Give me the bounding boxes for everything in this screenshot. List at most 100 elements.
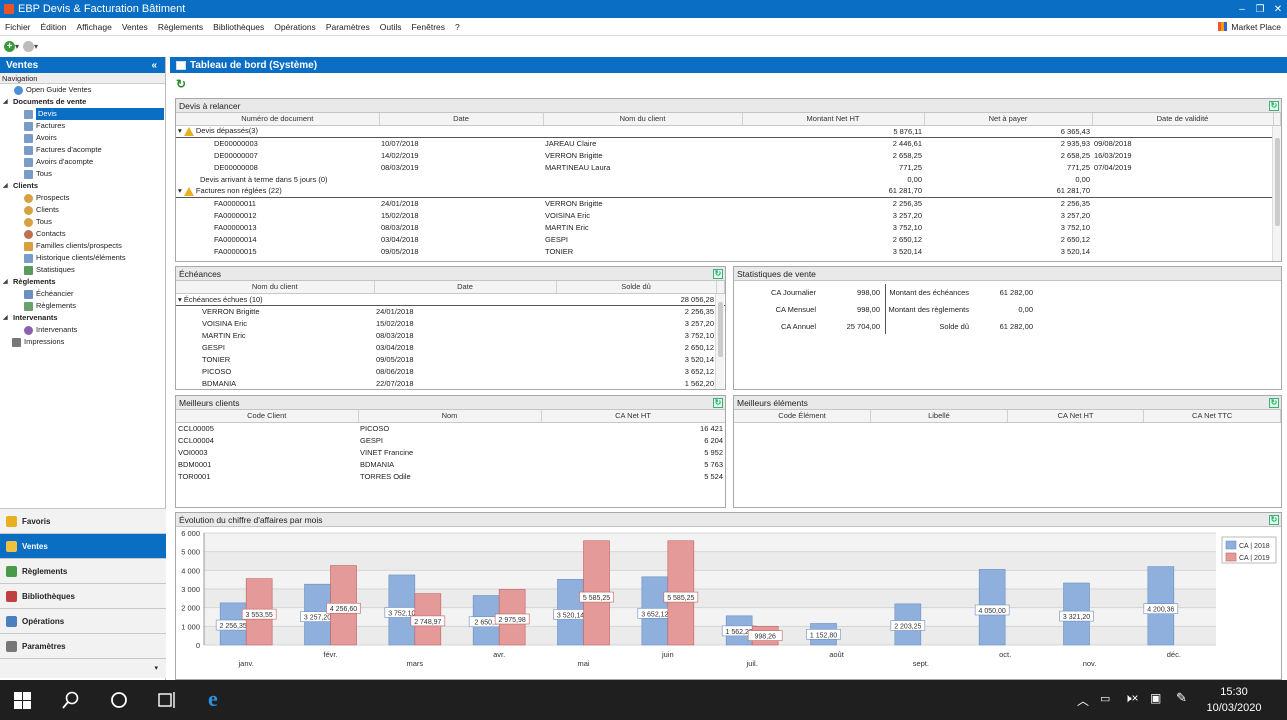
collapse-icon[interactable]: ▾ bbox=[178, 294, 184, 304]
module-overflow-icon[interactable]: ▾ bbox=[0, 658, 166, 678]
task-view-icon[interactable] bbox=[158, 691, 176, 709]
sidebar-group-clients[interactable]: ◢ Clients bbox=[0, 180, 165, 192]
sidebar-item-impressions[interactable]: Impressions bbox=[0, 336, 165, 348]
module-operations[interactable]: Opérations bbox=[0, 608, 166, 633]
menu-operations[interactable]: Opérations bbox=[274, 21, 316, 32]
menu-reglements[interactable]: Règlements bbox=[157, 21, 204, 32]
cortana-icon[interactable] bbox=[110, 691, 128, 709]
search-icon[interactable] bbox=[62, 691, 80, 709]
group-row[interactable]: ▾ Factures non réglées (22) 61 281,70 61 2… bbox=[176, 185, 1281, 198]
table-row[interactable]: TONIER 09/05/2018 3 520,14 bbox=[176, 353, 725, 365]
table-row[interactable]: CCL00005 PICOSO 16 421 bbox=[176, 422, 725, 434]
sidebar-item-factures-acompte[interactable]: Factures d'acompte bbox=[0, 144, 165, 156]
module-parametres[interactable]: Paramètres bbox=[0, 633, 166, 658]
menu-help[interactable]: ? bbox=[455, 21, 460, 32]
column-header[interactable]: Nom bbox=[358, 410, 542, 423]
column-header[interactable]: CA Net HT bbox=[541, 410, 725, 423]
restore-icon[interactable]: ❐ bbox=[1255, 3, 1265, 15]
sidebar-group-documents[interactable]: ◢ Documents de vente bbox=[0, 96, 165, 108]
refresh-icon[interactable]: ↻ bbox=[1269, 398, 1279, 408]
menu-outils[interactable]: Outils bbox=[379, 21, 402, 32]
sidebar-item-clients[interactable]: Clients bbox=[0, 204, 165, 216]
sidebar-item-avoirs[interactable]: Avoirs bbox=[0, 132, 165, 144]
table-row[interactable]: FA00000015 09/05/2018 TONIER 3 520,14 3 520,… bbox=[176, 245, 1281, 257]
table-row[interactable]: BDM0001 BDMANIA 5 763 bbox=[176, 458, 725, 470]
column-header[interactable]: Net à payer bbox=[924, 113, 1093, 126]
collapse-sidebar-icon[interactable]: « bbox=[151, 59, 157, 71]
battery-icon[interactable]: ▭ bbox=[1100, 693, 1111, 705]
sidebar-item-historique[interactable]: Historique clients/éléments bbox=[0, 252, 165, 264]
speaker-muted-icon[interactable]: 🕨× bbox=[1124, 691, 1139, 705]
menu-affichage[interactable]: Affichage bbox=[76, 21, 112, 32]
scrollbar-thumb[interactable] bbox=[1275, 138, 1280, 226]
table-row[interactable]: VERRON Brigitte 24/01/2018 2 256,35 bbox=[176, 305, 725, 317]
table-row[interactable]: BDMANIA 22/07/2018 1 562,20 bbox=[176, 377, 725, 389]
table-row[interactable]: TOR0001 TORRES Odile 5 524 bbox=[176, 470, 725, 482]
sidebar-item-echeancier[interactable]: Échéancier bbox=[0, 288, 165, 300]
edge-icon[interactable]: e bbox=[208, 686, 218, 711]
sidebar-group-reglements[interactable]: ◢ Règlements bbox=[0, 276, 165, 288]
column-header[interactable]: Code Client bbox=[176, 410, 359, 423]
sidebar-item-intervenants[interactable]: Intervenants bbox=[0, 324, 165, 336]
sidebar-item-prospects[interactable]: Prospects bbox=[0, 192, 165, 204]
module-favoris[interactable]: Favoris bbox=[0, 508, 166, 533]
sidebar-item-clients-tous[interactable]: Tous bbox=[0, 216, 165, 228]
close-icon[interactable]: ✕ bbox=[1273, 3, 1283, 15]
menu-edition[interactable]: Édition bbox=[40, 21, 67, 32]
sidebar-item-documents-tous[interactable]: Tous bbox=[0, 168, 165, 180]
table-row[interactable]: DE00000003 10/07/2018 JAREAU Claire 2 446,6… bbox=[176, 137, 1281, 149]
table-row[interactable]: VOISINA Eric 15/02/2018 3 257,20 bbox=[176, 317, 725, 329]
module-reglements[interactable]: Règlements bbox=[0, 558, 166, 583]
new-button[interactable]: + ▾ bbox=[4, 40, 19, 52]
vertical-scrollbar[interactable] bbox=[715, 294, 724, 389]
sidebar-item-open-guide[interactable]: Open Guide Ventes bbox=[0, 84, 165, 96]
clock[interactable]: 15:30 10/03/2020 bbox=[1200, 684, 1268, 716]
menu-fichier[interactable]: Fichier bbox=[5, 21, 31, 32]
menu-fenetres[interactable]: Fenêtres bbox=[411, 21, 446, 32]
module-bibliotheques[interactable]: Bibliothèques bbox=[0, 583, 166, 608]
table-row[interactable]: CCL00004 GESPI 6 204 bbox=[176, 434, 725, 446]
collapse-icon[interactable]: ▾ bbox=[178, 185, 184, 195]
sidebar-item-factures[interactable]: Factures bbox=[0, 120, 165, 132]
column-header[interactable]: Solde dû bbox=[556, 281, 717, 294]
sidebar-item-familles[interactable]: Familles clients/prospects bbox=[0, 240, 165, 252]
module-ventes[interactable]: Ventes bbox=[0, 533, 166, 558]
column-header[interactable]: CA Net HT bbox=[1007, 410, 1145, 423]
sidebar-item-contacts[interactable]: Contacts bbox=[0, 228, 165, 240]
sidebar-item-avoirs-acompte[interactable]: Avoirs d'acompte bbox=[0, 156, 165, 168]
table-row[interactable]: FA00000011 24/01/2018 VERRON Brigitte 2 256… bbox=[176, 197, 1281, 209]
refresh-button[interactable]: ▾ bbox=[23, 40, 38, 52]
chevron-up-icon[interactable]: ︿ bbox=[1077, 694, 1090, 708]
windows-start-icon[interactable] bbox=[14, 692, 31, 709]
column-header[interactable]: CA Net TTC bbox=[1143, 410, 1281, 423]
marketplace-button[interactable]: Market Place bbox=[1218, 22, 1287, 32]
column-header[interactable]: Date de validité bbox=[1092, 113, 1274, 126]
pen-icon[interactable]: ✎ bbox=[1176, 690, 1187, 705]
column-header[interactable]: Numéro de document bbox=[176, 113, 380, 126]
table-row[interactable]: GESPI 03/04/2018 2 650,12 bbox=[176, 341, 725, 353]
column-header[interactable]: Date bbox=[379, 113, 544, 126]
menu-bibliotheques[interactable]: Bibliothèques bbox=[213, 21, 265, 32]
table-row[interactable]: FA00000014 03/04/2018 GESPI 2 650,12 2 650,1… bbox=[176, 233, 1281, 245]
group-row[interactable]: ▾ Échéances échues (10) 28 056,28 bbox=[176, 293, 725, 306]
vertical-scrollbar[interactable] bbox=[1272, 126, 1281, 261]
column-header[interactable]: Nom du client bbox=[176, 281, 375, 294]
table-row[interactable]: VOI0003 VINET Francine 5 952 bbox=[176, 446, 725, 458]
column-header[interactable]: Libellé bbox=[870, 410, 1008, 423]
sidebar-group-intervenants[interactable]: ◢ Intervenants bbox=[0, 312, 165, 324]
network-icon[interactable]: ▣ bbox=[1150, 691, 1162, 705]
refresh-icon[interactable]: ↻ bbox=[713, 269, 723, 279]
menu-parametres[interactable]: Paramètres bbox=[325, 21, 370, 32]
table-row[interactable]: DE00000007 14/02/2019 VERRON Brigitte 2 658… bbox=[176, 149, 1281, 161]
table-row[interactable]: DE00000008 08/03/2019 MARTINEAU Laura 771,2… bbox=[176, 161, 1281, 173]
scrollbar-thumb[interactable] bbox=[718, 302, 723, 357]
table-row[interactable]: MARTIN Eric 08/03/2018 3 752,10 bbox=[176, 329, 725, 341]
group-row[interactable]: Devis arrivant à terme dans 5 jours (0) 0… bbox=[176, 173, 1281, 185]
sidebar-item-devis[interactable]: Devis bbox=[0, 108, 165, 120]
collapse-icon[interactable]: ▾ bbox=[178, 126, 184, 136]
refresh-icon[interactable]: ↻ bbox=[713, 398, 723, 408]
refresh-icon[interactable]: ↻ bbox=[1269, 101, 1279, 111]
table-row[interactable]: FA00000013 08/03/2018 MARTIN Eric 3 752,10 3… bbox=[176, 221, 1281, 233]
column-header[interactable]: Code Élément bbox=[734, 410, 872, 423]
refresh-icon[interactable]: ↻ bbox=[176, 77, 187, 91]
